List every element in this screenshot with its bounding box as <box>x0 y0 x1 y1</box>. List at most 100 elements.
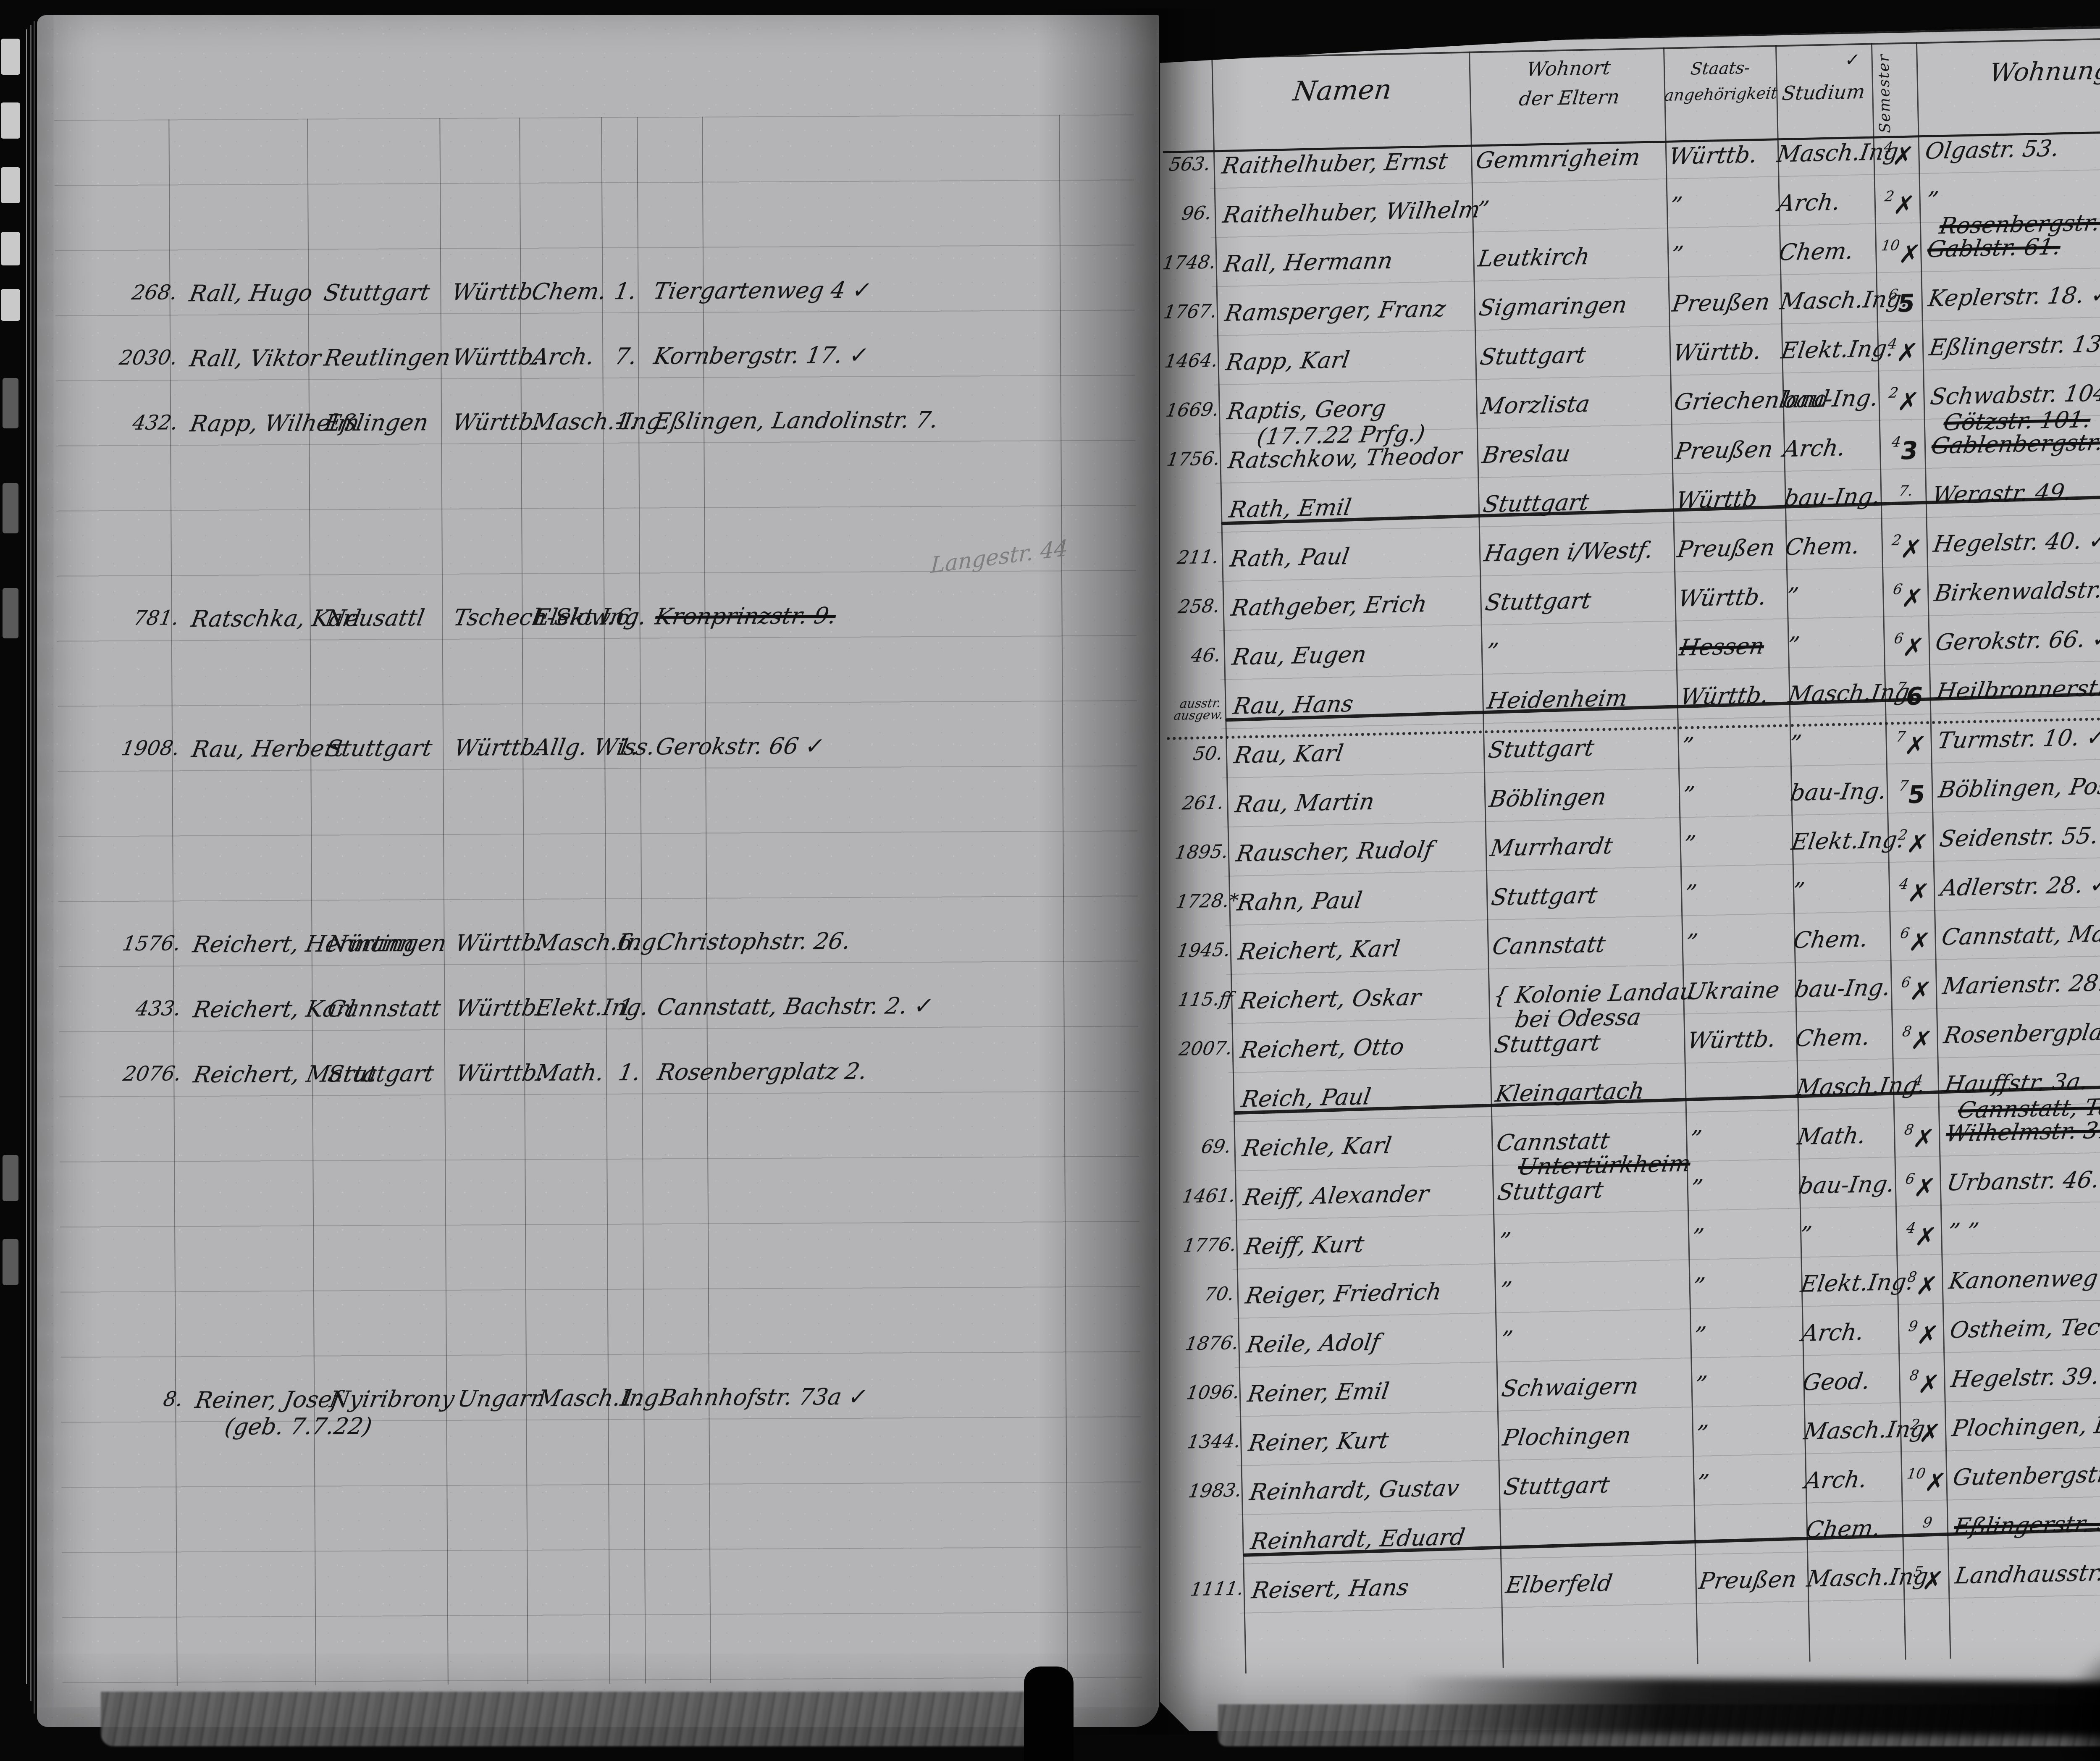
row-name: Ramsperger, Franz <box>1223 295 1448 327</box>
row-number: 433. <box>134 997 183 1021</box>
x-mark-icon: ✗ <box>1907 927 1932 957</box>
row-address: Turmstr. 10. ✓ <box>1935 724 2100 754</box>
register-rows-right: 563. Raithelhuber, Ernst Gemmrigheim Württb… <box>1160 0 2100 13</box>
semester-count: 2 <box>1891 532 1903 549</box>
column-header-wohnort-line2: der Eltern <box>1517 85 1621 110</box>
checkmark-icon: ✓ <box>1844 49 1861 70</box>
semester-count: 7 <box>1898 777 1910 795</box>
row-nationality: Württb. <box>450 343 543 370</box>
row-semester: 2✗ <box>1876 189 1923 218</box>
row-residence: Cannstatt <box>326 995 443 1022</box>
row-number: 432. <box>131 411 180 435</box>
row-number: 1908. <box>119 736 181 760</box>
row-address: Landhausstr. 33, Hths. ✓ <box>1953 1559 2100 1589</box>
page-block-edge <box>1218 1704 2100 1746</box>
row-semester: 4✗ <box>1898 1220 1944 1250</box>
semester-count: 7 <box>1895 728 1907 745</box>
row-address: Cannstatt, Bachstr. 2. ✓ <box>655 992 936 1021</box>
row-nationality: ” <box>1688 1125 1704 1152</box>
row-name: Reiner, Josef <box>193 1386 343 1414</box>
page-block-edge <box>101 1692 1050 1746</box>
row-subject: ” <box>1785 632 1801 659</box>
row-semester: 7. <box>1882 483 1929 513</box>
row-residence: Nyiribrony <box>328 1385 457 1413</box>
semester-count: 2 <box>1897 827 1909 844</box>
row-semester: 8✗ <box>1895 1122 1942 1152</box>
x-mark-icon: 3 <box>1898 436 1920 465</box>
row-semester: 1. <box>612 278 639 304</box>
column-header-wohnort: Wohnort <box>1525 56 1612 81</box>
row-address: Rosenbergplatz 2. <box>655 1058 869 1086</box>
row-address: Wilhelmstr. 31. <box>1944 1116 2100 1147</box>
row-number: 96. <box>1180 202 1213 225</box>
x-mark-icon: ✗ <box>1909 1025 1934 1055</box>
row-subject: ” <box>1790 877 1806 905</box>
row-address: Marienstr. 28. ✓ <box>1941 969 2100 1000</box>
row-semester: 1. <box>618 1384 645 1411</box>
row-nationality: ” <box>1689 1174 1705 1202</box>
row-name: Reichert, Otto <box>1239 1033 1406 1063</box>
row-number: 1876. <box>1184 1332 1240 1355</box>
semester-count: 4 <box>1912 1072 1924 1089</box>
row-number: 8. <box>161 1387 185 1411</box>
row-address: Hegelstr. 40. ✓ <box>1932 527 2100 557</box>
row-number: 1756. <box>1165 448 1222 470</box>
table-row: 1908. Rau, Herbert Stuttgart Württb. Allg. W… <box>41 732 1150 789</box>
row-address: Christophstr. 26. <box>655 927 853 955</box>
row-nationality: ” <box>1668 192 1684 219</box>
row-address: ” ” <box>1946 1218 1981 1245</box>
index-tab <box>3 483 18 533</box>
x-mark-icon: ✗ <box>1901 632 1926 662</box>
semester-count: 4 <box>1898 876 1910 893</box>
row-subject: Elekt.Ing. <box>1789 826 1906 856</box>
x-mark-icon: 5 <box>1895 289 1917 318</box>
row-address: Eßlingen, Landolinstr. 7. <box>652 406 940 435</box>
x-mark-icon: ✗ <box>1897 239 1922 269</box>
row-name: Reile, Adolf <box>1244 1328 1382 1358</box>
semester-count: 2 <box>1909 1416 1922 1433</box>
semester-count: 5 <box>1912 1563 1924 1581</box>
column-header-staat-line2: angehörigkeit <box>1663 84 1779 105</box>
row-semester: 6✗ <box>1893 975 1939 1005</box>
row-number: 1983. <box>1186 1479 1243 1502</box>
row-nationality: ” <box>1683 929 1700 956</box>
row-nationality: Württb. <box>454 1059 546 1087</box>
index-tab <box>1 167 20 203</box>
semester-count: 6 <box>1904 1170 1916 1188</box>
row-nationality: Hessen <box>1677 632 1767 661</box>
table-row: 781. Ratschka, Karl Neusattl Tschech-Slow. E… <box>40 602 1149 659</box>
row-nationality: ” <box>1690 1223 1706 1251</box>
row-name: Rall, Hermann <box>1222 247 1395 278</box>
row-number: 563. <box>1167 153 1212 176</box>
row-name: Reinhardt, Gustav <box>1248 1474 1461 1506</box>
row-subject: bau-Ing. <box>1793 974 1893 1003</box>
semester-count: 10 <box>1906 1465 1927 1483</box>
row-semester: 8✗ <box>1900 1367 1947 1397</box>
row-number: 1464. <box>1163 349 1220 373</box>
semester-count: 4 <box>1882 139 1895 156</box>
row-subject: Chem. <box>1783 532 1862 561</box>
row-address: Birkenwaldstr. 46. ✓ <box>1932 576 2100 606</box>
row-residence: Stuttgart <box>326 1060 436 1087</box>
row-name: Rahn, Paul <box>1235 887 1364 916</box>
row-address: Cannstatt, Marienstr. 8. <box>1940 919 2100 950</box>
row-residence: Hagen i/Westf. <box>1482 536 1655 567</box>
semester-count: 7. <box>1898 482 1914 500</box>
row-address: Urbanstr. 46. <box>1945 1166 2100 1196</box>
row-name: Reichert, Karl <box>1236 935 1402 965</box>
x-mark-icon: 6 <box>1903 682 1925 711</box>
row-residence: { Kolonie Landau <box>1491 978 1697 1009</box>
row-residence-line2: Untertürkheim <box>1516 1150 1693 1180</box>
row-address: Ostheim, Teckstr. 7. ✓ <box>1948 1312 2100 1344</box>
x-mark-icon: ✗ <box>1903 731 1928 760</box>
row-residence: Stuttgart <box>1502 1471 1612 1500</box>
semester-count: 2 <box>1883 188 1895 205</box>
row-residence: Schwaigern <box>1500 1372 1641 1402</box>
row-semester: 4✗ <box>1890 877 1937 906</box>
x-mark-icon: ✗ <box>1920 1566 1945 1595</box>
row-address: Gerokstr. 66 ✓ <box>654 732 827 760</box>
index-tab <box>1 289 20 321</box>
row-subject: bau-Ing. <box>1780 384 1880 413</box>
semester-count: 8 <box>1908 1367 1920 1384</box>
pencil-annotation: Langestr. 44 <box>930 535 1068 579</box>
